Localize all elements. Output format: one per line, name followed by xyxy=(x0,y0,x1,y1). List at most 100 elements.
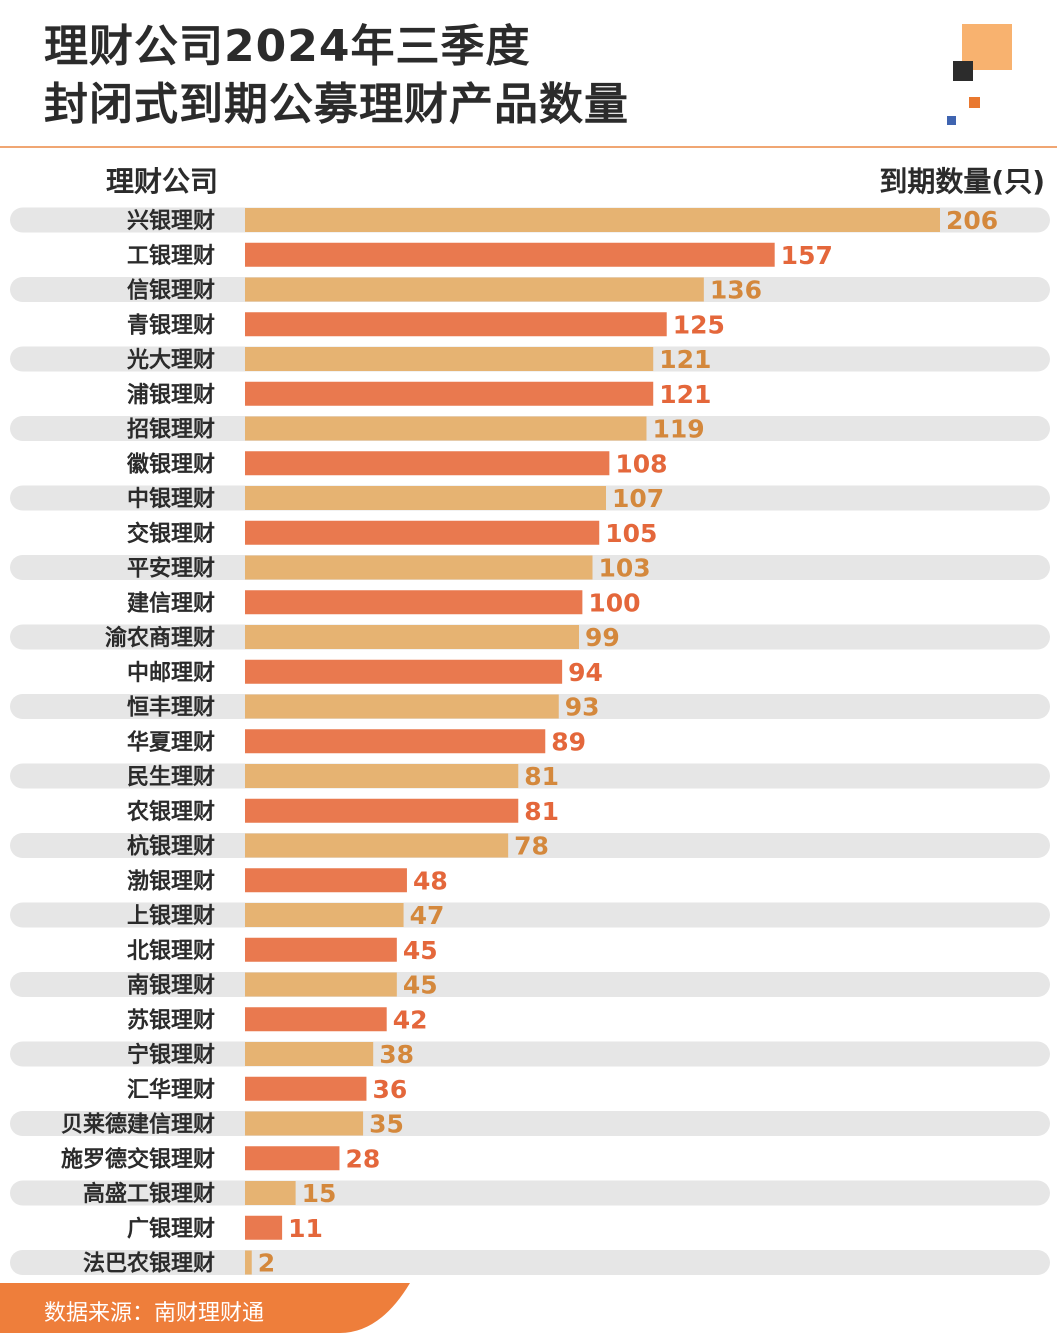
bar-row: 渝农商理财 99 xyxy=(10,623,1050,652)
bar-row: 交银理财 105 xyxy=(127,519,657,548)
bar-row: 宁银理财 38 xyxy=(10,1040,1050,1069)
bar-row: 渤银理财 48 xyxy=(127,866,448,895)
value-label: 121 xyxy=(659,345,711,374)
column-header-count: 到期数量(只) xyxy=(879,165,1045,198)
category-label: 华夏理财 xyxy=(127,729,215,755)
category-label: 兴银理财 xyxy=(127,209,215,234)
category-label: 招银理财 xyxy=(127,418,215,443)
column-header-company: 理财公司 xyxy=(106,165,219,198)
bar xyxy=(245,659,563,684)
bar-row: 徽银理财 108 xyxy=(126,449,668,478)
value-label: 206 xyxy=(946,206,998,235)
category-label: 光大理财 xyxy=(126,348,215,373)
value-label: 11 xyxy=(288,1214,323,1243)
bar-row: 华夏理财 89 xyxy=(127,727,586,756)
bar-row: 贝莱德建信理财 35 xyxy=(10,1110,1050,1139)
bar xyxy=(245,764,519,788)
value-label: 35 xyxy=(369,1110,404,1139)
bar-row: 恒丰理财 93 xyxy=(10,693,1050,722)
header-divider xyxy=(0,146,1057,148)
category-label: 苏银理财 xyxy=(127,1007,215,1033)
bar-row: 青银理财 125 xyxy=(127,310,725,339)
value-label: 38 xyxy=(379,1040,414,1069)
value-label: 47 xyxy=(410,901,445,930)
bar xyxy=(245,972,397,997)
row-track xyxy=(10,1250,1050,1275)
value-label: 78 xyxy=(514,832,549,861)
category-label: 渝农商理财 xyxy=(105,625,215,651)
category-label: 平安理财 xyxy=(127,556,215,582)
bar-row: 汇华理财 36 xyxy=(127,1075,407,1104)
bar-row: 广银理财 11 xyxy=(127,1214,323,1243)
bar-row: 平安理财 103 xyxy=(10,554,1050,583)
value-label: 93 xyxy=(565,693,600,722)
category-label: 渤银理财 xyxy=(127,868,215,894)
bar xyxy=(245,903,404,927)
decor-square-blue xyxy=(947,116,956,125)
bar-row: 杭银理财 78 xyxy=(10,832,1050,861)
category-label: 南银理财 xyxy=(127,974,215,999)
bar xyxy=(245,416,647,441)
bar-row: 民生理财 81 xyxy=(10,762,1050,791)
bar xyxy=(245,242,775,267)
bar-row: 工银理财 157 xyxy=(127,241,833,270)
bar xyxy=(245,520,600,545)
value-label: 105 xyxy=(605,519,657,548)
source-note: 数据来源：南财理财通 xyxy=(44,1301,265,1326)
category-label: 中银理财 xyxy=(127,487,215,512)
bar xyxy=(245,1111,364,1136)
bar-row: 上银理财 47 xyxy=(10,901,1050,930)
value-label: 36 xyxy=(372,1075,407,1104)
value-label: 103 xyxy=(599,554,651,583)
bar-row: 高盛工银理财 15 xyxy=(10,1179,1050,1208)
decor-square-black xyxy=(953,61,973,81)
value-label: 107 xyxy=(612,484,664,513)
value-label: 99 xyxy=(585,623,620,652)
value-label: 119 xyxy=(652,415,704,444)
value-label: 157 xyxy=(781,241,833,270)
bar xyxy=(245,555,593,580)
category-label: 中邮理财 xyxy=(127,661,215,686)
bar-row: 建信理财 100 xyxy=(127,588,641,617)
value-label: 81 xyxy=(524,762,559,791)
category-label: 宁银理财 xyxy=(127,1042,215,1068)
value-label: 136 xyxy=(710,276,762,305)
title-line-1: 理财公司2024年三季度 xyxy=(44,21,531,72)
bar-chart: 兴银理财 206 工银理财 157 信银理财 136 青银理财 125 光大理财 121 浦银理财 1… xyxy=(10,206,1050,1278)
bar xyxy=(245,312,667,337)
category-label: 杭银理财 xyxy=(127,834,215,860)
value-label: 15 xyxy=(302,1179,337,1208)
value-label: 2 xyxy=(258,1249,275,1278)
value-label: 94 xyxy=(568,658,603,687)
category-label: 上银理财 xyxy=(127,904,215,929)
category-label: 浦银理财 xyxy=(127,382,215,408)
bar-row: 信银理财 136 xyxy=(10,276,1050,305)
category-label: 高盛工银理财 xyxy=(83,1181,215,1207)
bar-row: 招银理财 119 xyxy=(10,415,1050,444)
value-label: 81 xyxy=(524,797,559,826)
bar xyxy=(245,833,509,858)
bar xyxy=(245,937,397,962)
category-label: 恒丰理财 xyxy=(127,695,215,721)
category-label: 徽银理财 xyxy=(126,451,215,477)
category-label: 汇华理财 xyxy=(127,1077,215,1103)
bar xyxy=(245,1250,252,1275)
category-label: 施罗德交银理财 xyxy=(61,1146,215,1172)
value-label: 48 xyxy=(413,866,448,895)
bar xyxy=(245,1146,340,1171)
footer: 数据来源：南财理财通 xyxy=(0,1283,1057,1333)
value-label: 121 xyxy=(659,380,711,409)
category-label: 广银理财 xyxy=(127,1216,215,1242)
category-label: 青银理财 xyxy=(127,313,215,338)
bar-row: 南银理财 45 xyxy=(10,971,1050,1000)
bar xyxy=(245,1007,387,1032)
category-label: 农银理财 xyxy=(126,799,215,825)
bar xyxy=(245,590,583,615)
bar-row: 兴银理财 206 xyxy=(10,206,1050,235)
bar-row: 苏银理财 42 xyxy=(127,1005,428,1034)
bar xyxy=(245,347,654,371)
category-label: 建信理财 xyxy=(127,590,215,616)
value-label: 89 xyxy=(551,727,586,756)
bar xyxy=(245,208,940,232)
page-title: 理财公司2024年三季度 封闭式到期公募理财产品数量 xyxy=(44,18,629,134)
